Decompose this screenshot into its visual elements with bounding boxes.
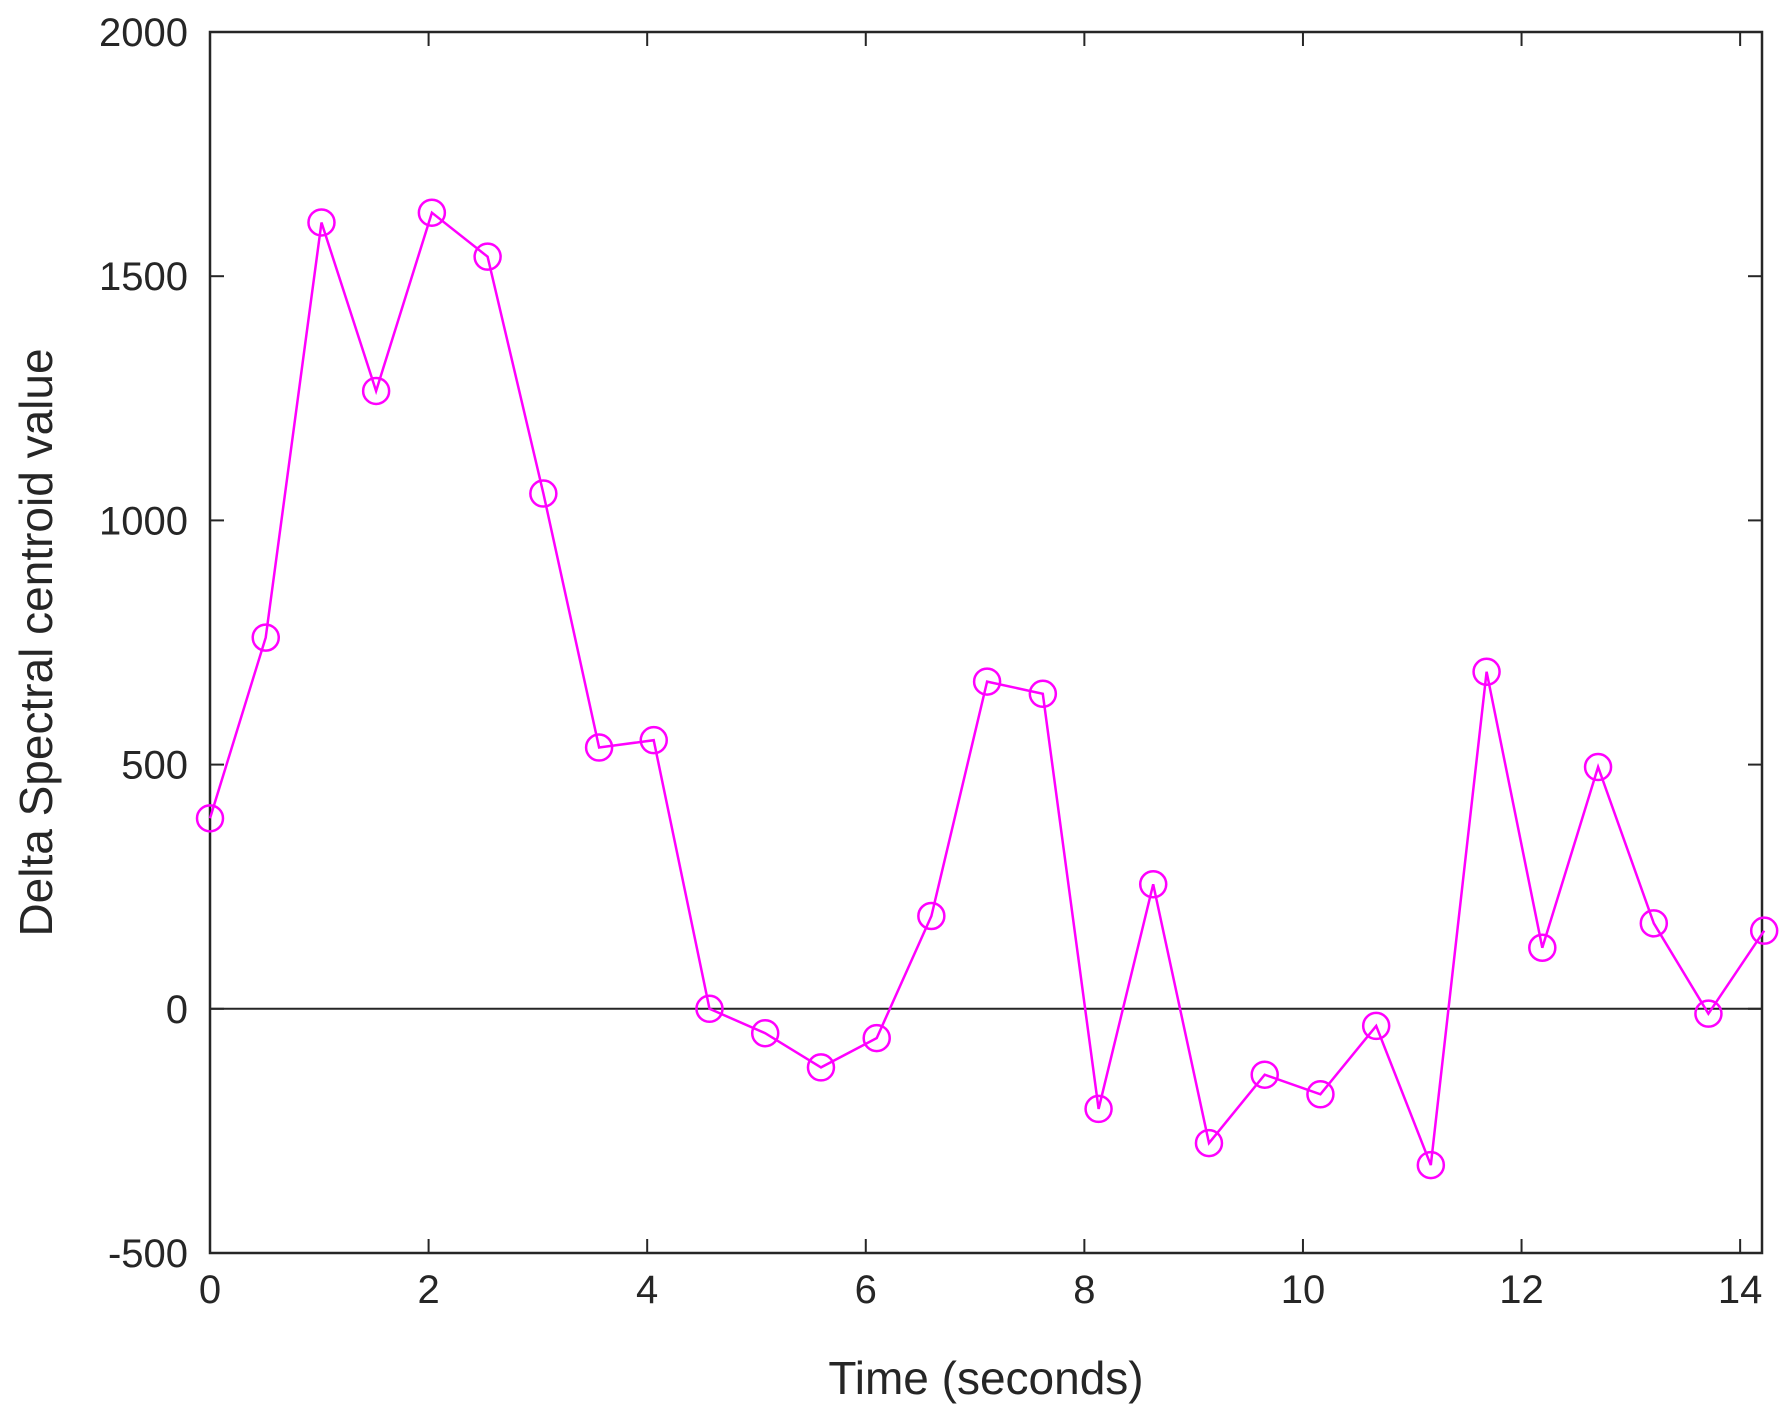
data-point: [750, 1018, 780, 1048]
x-tick-label: 8: [1073, 1268, 1095, 1312]
x-tick-label: 12: [1499, 1268, 1544, 1312]
x-axis-label: Time (seconds): [828, 1352, 1143, 1404]
data-point: [806, 1053, 836, 1082]
data-point: [639, 725, 668, 755]
y-axis-ticks: -500 0 500 1000 1500 2000: [99, 11, 1762, 1276]
y-tick-label: -500: [108, 1232, 188, 1276]
plot-area: [208, 30, 1764, 1255]
data-point: [251, 623, 280, 652]
data-point: [1749, 916, 1779, 945]
x-tick-label: 6: [855, 1268, 877, 1312]
data-point: [862, 1023, 891, 1053]
data-point: [695, 994, 724, 1024]
x-tick-label: 4: [636, 1268, 658, 1312]
x-tick-label: 10: [1281, 1268, 1326, 1312]
series-layer: [195, 198, 1779, 1180]
x-tick-label: 0: [199, 1268, 221, 1312]
data-point: [1694, 999, 1723, 1028]
data-point: [195, 804, 225, 833]
data-point: [1194, 1128, 1224, 1158]
x-tick-label: 2: [417, 1268, 439, 1312]
data-point: [584, 733, 614, 762]
data-point: [1138, 870, 1168, 899]
series-line: [208, 210, 1766, 1166]
plot-frame: [208, 30, 1764, 1255]
data-point: [1028, 679, 1058, 709]
y-tick-label: 0: [166, 988, 188, 1032]
data-point: [972, 667, 1002, 696]
data-point: [473, 242, 502, 271]
y-axis-label: Delta Spectral centroid value: [10, 348, 62, 936]
data-point: [361, 376, 391, 406]
x-axis-ticks: 0 2 4 6 8 10 12 14: [199, 32, 1763, 1312]
data-point: [1528, 933, 1557, 962]
y-tick-label: 2000: [99, 11, 188, 55]
data-point: [1583, 752, 1613, 782]
data-point: [1472, 657, 1501, 687]
data-point: [1639, 909, 1669, 938]
data-point: [1416, 1150, 1446, 1180]
data-point: [1250, 1060, 1279, 1089]
data-point: [307, 208, 336, 237]
y-tick-label: 1500: [99, 255, 188, 299]
x-tick-label: 14: [1718, 1268, 1763, 1312]
data-point: [917, 901, 946, 931]
data-point: [1084, 1094, 1113, 1124]
data-point: [417, 198, 447, 227]
data-point: [1306, 1080, 1335, 1109]
data-point: [1361, 1011, 1391, 1041]
data-point: [529, 479, 558, 508]
y-tick-label: 1000: [99, 499, 188, 543]
y-tick-label: 500: [121, 744, 188, 788]
